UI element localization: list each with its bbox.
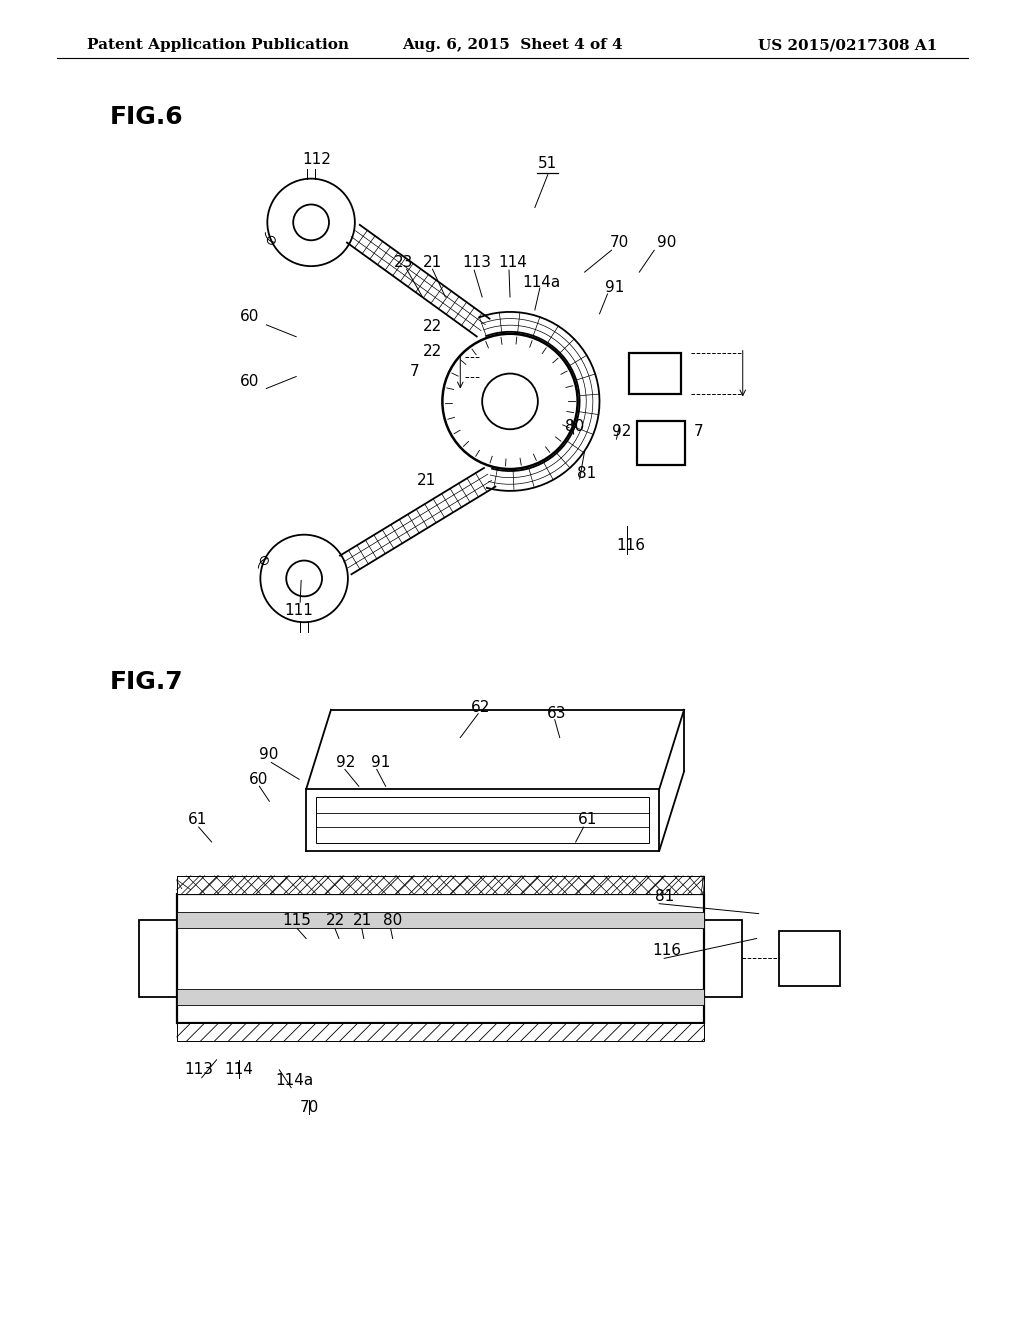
Text: 60: 60 [240,309,259,325]
Text: Patent Application Publication: Patent Application Publication [87,38,349,53]
Text: 70: 70 [609,235,629,249]
Text: 114: 114 [224,1063,253,1077]
Bar [177,876,703,894]
Bar [703,920,741,997]
Text: 51: 51 [539,156,557,170]
Text: 22: 22 [423,319,442,334]
Text: 22: 22 [327,913,345,928]
Text: 21: 21 [417,474,436,488]
Text: 112: 112 [303,152,332,168]
Text: Aug. 6, 2015  Sheet 4 of 4: Aug. 6, 2015 Sheet 4 of 4 [401,38,623,53]
Text: 80: 80 [565,418,585,434]
Text: 7: 7 [694,424,703,438]
Text: 111: 111 [285,603,313,618]
Text: 80: 80 [383,913,402,928]
Text: 90: 90 [259,747,279,762]
Bar [177,894,703,1023]
Text: 60: 60 [249,772,268,787]
Text: 61: 61 [188,812,208,826]
Bar [177,1023,703,1041]
Text: US 2015/0217308 A1: US 2015/0217308 A1 [759,38,938,53]
Bar [637,421,685,465]
Text: 7: 7 [410,364,420,379]
Text: 116: 116 [652,942,682,958]
Bar [177,912,703,928]
Text: 23: 23 [394,255,414,269]
Text: 91: 91 [605,280,625,294]
Bar [630,352,681,395]
Text: 70: 70 [299,1100,318,1115]
Text: 21: 21 [423,255,442,269]
Bar [778,931,841,986]
Text: 114: 114 [499,255,527,269]
Text: 21: 21 [353,913,373,928]
Text: 92: 92 [336,755,355,770]
Bar [177,876,703,894]
Text: 115: 115 [283,913,311,928]
Text: 63: 63 [547,706,566,721]
Text: 113: 113 [463,255,492,269]
Text: 116: 116 [615,539,645,553]
Text: 81: 81 [577,466,596,480]
Text: 114a: 114a [522,275,561,289]
Bar [316,797,649,843]
Bar [139,920,177,997]
Text: 22: 22 [423,345,442,359]
Text: 61: 61 [578,812,597,826]
Text: 113: 113 [184,1063,213,1077]
Text: 114a: 114a [275,1073,313,1088]
Bar [177,989,703,1005]
Text: 60: 60 [240,374,259,389]
Text: 62: 62 [470,700,489,715]
Text: 81: 81 [654,890,674,904]
Text: FIG.7: FIG.7 [111,671,184,694]
Text: 90: 90 [657,235,677,249]
Text: FIG.6: FIG.6 [111,106,184,129]
Text: 91: 91 [371,755,390,770]
Text: 92: 92 [611,424,631,438]
